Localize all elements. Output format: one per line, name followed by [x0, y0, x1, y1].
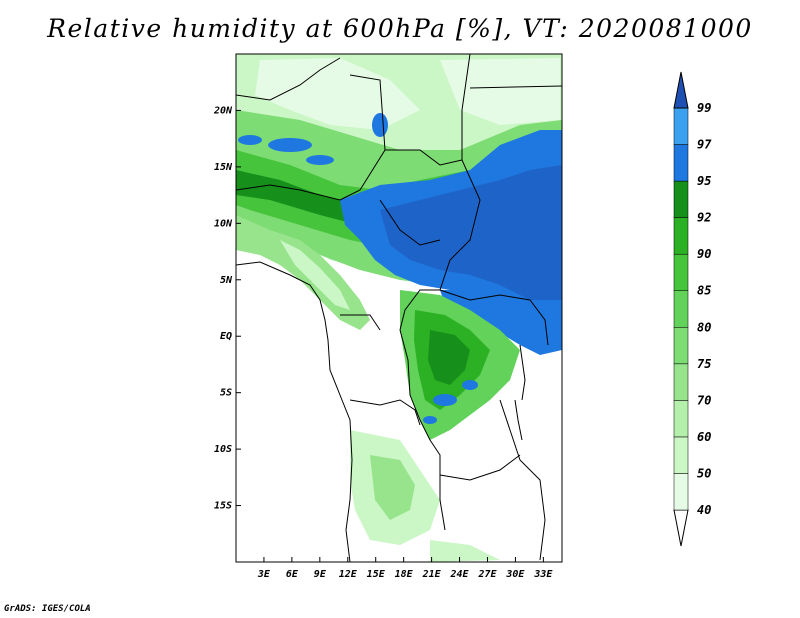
colorbar-label: 80 — [697, 320, 711, 334]
colorbar: 40 50 60 70 75 80 85 90 92 95 97 99 — [673, 71, 712, 547]
y-axis: 20N 15N 10N 5N EQ 5S 10S 15S — [213, 105, 241, 512]
colorbar-label: 99 — [697, 101, 711, 115]
y-tick-label: 20N — [213, 105, 233, 116]
y-tick-label: 10S — [214, 444, 232, 455]
x-tick-label: 30E — [505, 569, 525, 580]
x-tick-label: 21E — [422, 569, 442, 580]
colorbar-label: 75 — [697, 357, 711, 371]
y-tick-label: 15S — [214, 501, 232, 512]
colorbar-bin — [673, 473, 689, 511]
colorbar-bin — [673, 290, 689, 328]
colorbar-bin — [673, 253, 689, 291]
colorbar-high-triangle — [673, 71, 689, 109]
x-tick-label: 3E — [257, 569, 271, 580]
colorbar-bin — [673, 217, 689, 255]
colorbar-label: 50 — [697, 466, 711, 480]
y-tick-label: 5S — [220, 388, 232, 399]
x-tick-label: 24E — [450, 569, 470, 580]
colorbar-label: 90 — [697, 247, 711, 261]
colorbar-bin — [673, 327, 689, 365]
x-tick-label: 27E — [477, 569, 497, 580]
y-tick-label: 5N — [220, 275, 233, 286]
x-tick-label: 15E — [367, 569, 386, 580]
x-tick-label: 18E — [395, 569, 414, 580]
colorbar-label: 95 — [697, 174, 711, 188]
x-tick-label: 33E — [533, 569, 553, 580]
coastlines-borders — [236, 54, 562, 562]
colorbar-label: 40 — [697, 503, 711, 517]
colorbar-bin — [673, 400, 689, 438]
page-title: Relative humidity at 600hPa [%], VT: 202… — [47, 14, 753, 43]
colorbar-low-triangle — [673, 509, 689, 547]
colorbar-label: 97 — [697, 138, 712, 152]
x-tick-label: 12E — [339, 569, 358, 580]
colorbar-bin — [673, 436, 689, 474]
map-frame — [235, 53, 563, 563]
colorbar-bin — [673, 180, 689, 218]
colorbar-bin — [673, 107, 689, 145]
colorbar-label: 92 — [697, 211, 711, 225]
colorbar-bin — [673, 363, 689, 401]
humidity-field — [236, 54, 562, 562]
grads-credit: GrADS: IGES/COLA — [4, 604, 91, 614]
colorbar-bin — [673, 144, 689, 182]
y-tick-label: 10N — [214, 218, 233, 229]
y-tick-label: 15N — [214, 162, 233, 173]
colorbar-label: 60 — [697, 430, 711, 444]
x-tick-label: 9E — [314, 569, 327, 580]
colorbar-label: 85 — [697, 284, 711, 298]
x-axis: 3E 6E 9E 12E 15E 18E 21E 24E 27E 30E 33E — [257, 557, 553, 580]
x-tick-label: 6E — [286, 569, 299, 580]
colorbar-label: 70 — [697, 393, 711, 407]
y-tick-label: EQ — [220, 331, 232, 342]
